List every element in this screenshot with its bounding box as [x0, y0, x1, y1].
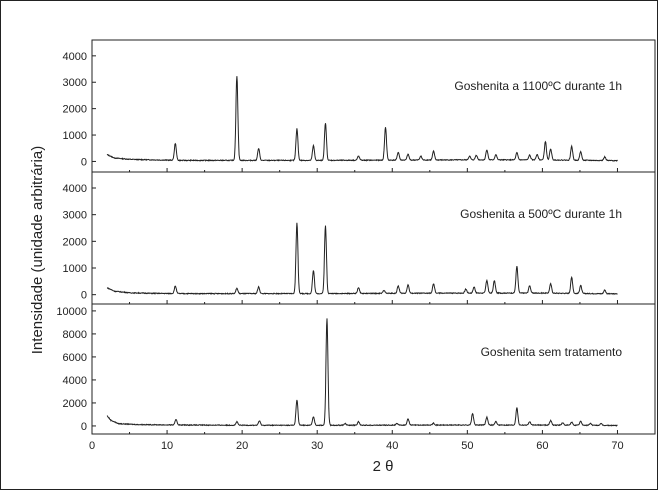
x-tick-label: 40 [386, 440, 398, 452]
x-tick-label: 0 [89, 440, 95, 452]
y-tick-label: 1000 [63, 263, 87, 275]
y-tick-label: 4000 [63, 183, 87, 195]
y-tick-label: 6000 [63, 352, 87, 364]
y-tick-label: 10000 [56, 306, 87, 318]
y-tick-label: 1000 [63, 130, 87, 142]
panel-annotation-3: Goshenita sem tratamento [481, 345, 623, 359]
x-tick-label: 60 [536, 440, 548, 452]
y-tick-label: 8000 [63, 329, 87, 341]
y-tick-label: 3000 [63, 77, 87, 89]
x-tick-label: 70 [611, 440, 623, 452]
y-tick-label: 4000 [63, 51, 87, 63]
y-tick-label: 2000 [63, 398, 87, 410]
panel-frame-3 [91, 303, 656, 435]
x-tick-label: 20 [236, 440, 248, 452]
y-tick-label: 0 [81, 290, 87, 302]
y-tick-label: 3000 [63, 210, 87, 222]
y-tick-label: 0 [81, 421, 87, 433]
panel-annotation-1: Goshenita a 1100ºC durante 1h [454, 79, 622, 93]
panel-annotation-2: Goshenita a 500ºC durante 1h [460, 207, 622, 221]
diffraction-curve-2 [106, 222, 618, 296]
y-tick-label: 2000 [63, 104, 87, 116]
y-tick-label: 2000 [63, 236, 87, 248]
diffraction-curve-1 [106, 76, 618, 162]
y-tick-label: 0 [81, 156, 87, 168]
x-tick-label: 10 [161, 440, 173, 452]
x-tick-label: 50 [461, 440, 473, 452]
y-tick-label: 4000 [63, 375, 87, 387]
y-axis-label: Intensidade (unidade arbitrária) [29, 146, 46, 354]
diffraction-curve-3 [106, 318, 618, 427]
x-axis-label: 2 θ [373, 458, 394, 475]
x-tick-label: 30 [311, 440, 323, 452]
